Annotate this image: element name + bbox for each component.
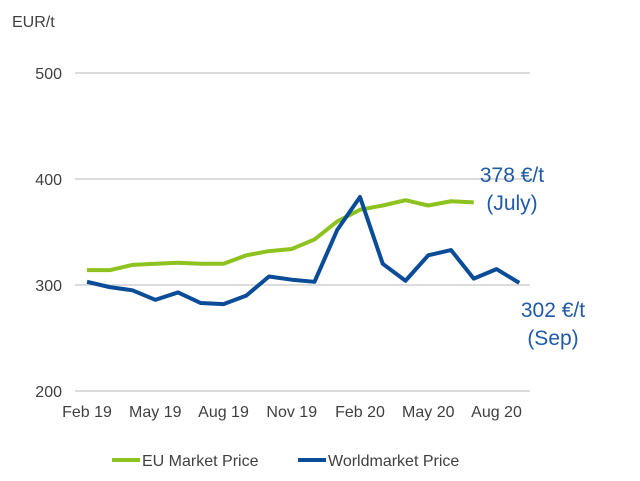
x-tick-label: May 19 bbox=[129, 404, 182, 421]
x-tick-label: Aug 20 bbox=[471, 404, 522, 421]
y-tick-label: 500 bbox=[35, 66, 62, 83]
data-label: (Sep) bbox=[527, 327, 578, 350]
data-label: 302 €/t bbox=[521, 299, 585, 322]
x-tick-label: Nov 19 bbox=[266, 404, 317, 421]
data-label: (July) bbox=[486, 192, 537, 215]
data-label: 378 €/t bbox=[480, 164, 544, 187]
x-tick-label: Feb 19 bbox=[62, 404, 112, 421]
legend-label: EU Market Price bbox=[142, 453, 259, 470]
series-line-world bbox=[86, 195, 521, 307]
y-tick-label: 400 bbox=[35, 172, 62, 189]
x-tick-label: May 20 bbox=[402, 404, 455, 421]
series-line-eu bbox=[87, 198, 474, 273]
x-tick-label: Aug 19 bbox=[198, 404, 249, 421]
y-tick-label: 300 bbox=[35, 278, 62, 295]
x-tick-label: Feb 20 bbox=[335, 404, 385, 421]
legend-label: Worldmarket Price bbox=[328, 453, 459, 470]
y-tick-label: 200 bbox=[35, 384, 62, 401]
y-axis-label: EUR/t bbox=[12, 14, 55, 31]
